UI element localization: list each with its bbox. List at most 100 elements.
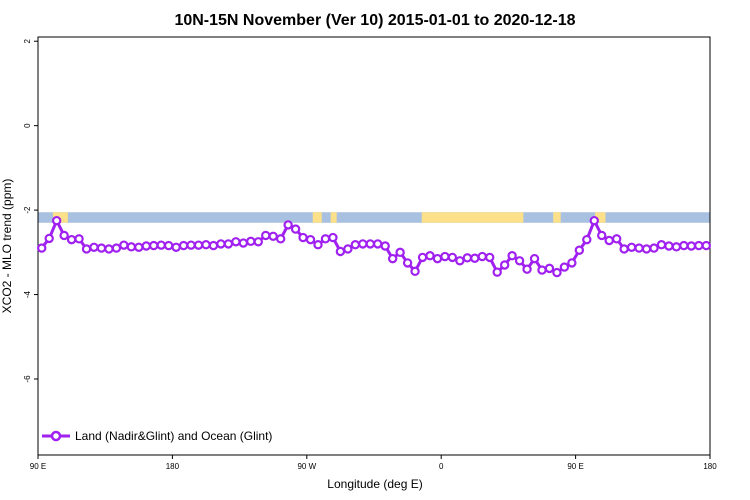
data-point [529,253,540,264]
data-point [619,244,629,254]
data-point [74,234,84,244]
data-point [380,241,390,251]
data-point [201,240,211,250]
land-segment [330,212,337,223]
x-tick-label: 90 E [567,462,583,471]
data-point [499,260,510,270]
data-point [649,243,659,253]
x-tick-label: 90 W [297,462,316,471]
ocean-band [38,212,710,223]
data-point [66,234,77,245]
data-point [671,242,682,252]
data-point [552,267,562,278]
data-point [604,235,614,246]
data-point [216,239,226,249]
data-point [358,239,368,249]
data-point [104,244,114,254]
data-point [425,251,435,261]
data-point [417,252,428,263]
data-point [328,232,338,243]
data-point [231,237,241,247]
data-point [387,253,398,264]
legend-marker [50,430,62,442]
data-point [701,240,711,251]
legend: Land (Nadir&Glint) and Ocean (Glint) [42,429,272,443]
data-point [275,234,286,244]
data-point [559,262,570,272]
x-tick-label: 180 [703,462,717,471]
data-point [402,258,413,268]
data-point [186,240,196,250]
land-segment [595,212,606,223]
data-point [589,215,599,226]
data-point [253,237,263,247]
data-point [171,242,181,252]
data-point [261,230,271,241]
data-point [37,243,47,253]
legend-entry-label: Land (Nadir&Glint) and Ocean (Glint) [75,429,272,443]
data-point [574,245,585,255]
data-point [664,241,674,251]
data-point [686,241,697,251]
data-point [373,239,383,249]
data-point [96,243,107,253]
y-tick-label: -6 [23,375,32,383]
data-point [679,240,689,251]
data-point [537,265,547,275]
data-point [694,240,704,251]
data-point [320,234,331,244]
y-tick-label: 2 [23,38,32,43]
data-point [462,253,473,263]
land-ocean-mask-band [38,212,710,223]
land-segment [421,212,524,223]
data-point [477,251,487,262]
data-point [51,215,62,226]
data-point [290,224,301,234]
data-point [470,253,480,263]
data-point [178,240,189,251]
y-axis-label: XCO2 - MLO trend (ppm) [0,179,14,314]
data-point [134,242,144,252]
data-point [141,241,151,251]
data-point [597,230,607,241]
data-point [432,253,443,264]
data-point [44,233,54,244]
y-tick-label: -2 [23,206,32,214]
y-axis-ticks: 2 0 -2 -4 -6 [23,38,38,383]
data-point [582,234,592,245]
land-segment [312,212,322,223]
data-point [335,246,346,257]
data-point [507,251,517,261]
data-point [522,264,532,274]
x-axis-label: Longitude (deg E) [327,477,422,491]
y-tick-label: 0 [23,123,32,128]
data-point [111,243,122,253]
data-point [193,240,204,250]
data-point [395,247,405,258]
x-tick-label: 0 [439,462,444,471]
data-point [223,239,234,249]
land-segment [52,212,68,223]
data-point [119,240,129,250]
data-point [365,239,375,249]
data-point [567,258,577,268]
data-point [514,256,525,266]
data-point [238,238,249,248]
data-point [156,240,166,250]
data-point [656,240,667,250]
data-point [611,234,622,244]
data-point [149,240,159,251]
data-point [544,263,555,274]
data-point [208,240,219,251]
data-point [283,220,293,230]
data-point [455,256,465,266]
chart-title: 10N-15N November (Ver 10) 2015-01-01 to … [174,12,575,29]
land-segment [553,212,561,223]
data-point [485,252,495,263]
data-point [313,240,323,250]
data-point [410,266,420,277]
data-point [626,242,637,252]
data-point [447,252,458,263]
x-tick-label: 90 E [30,462,46,471]
